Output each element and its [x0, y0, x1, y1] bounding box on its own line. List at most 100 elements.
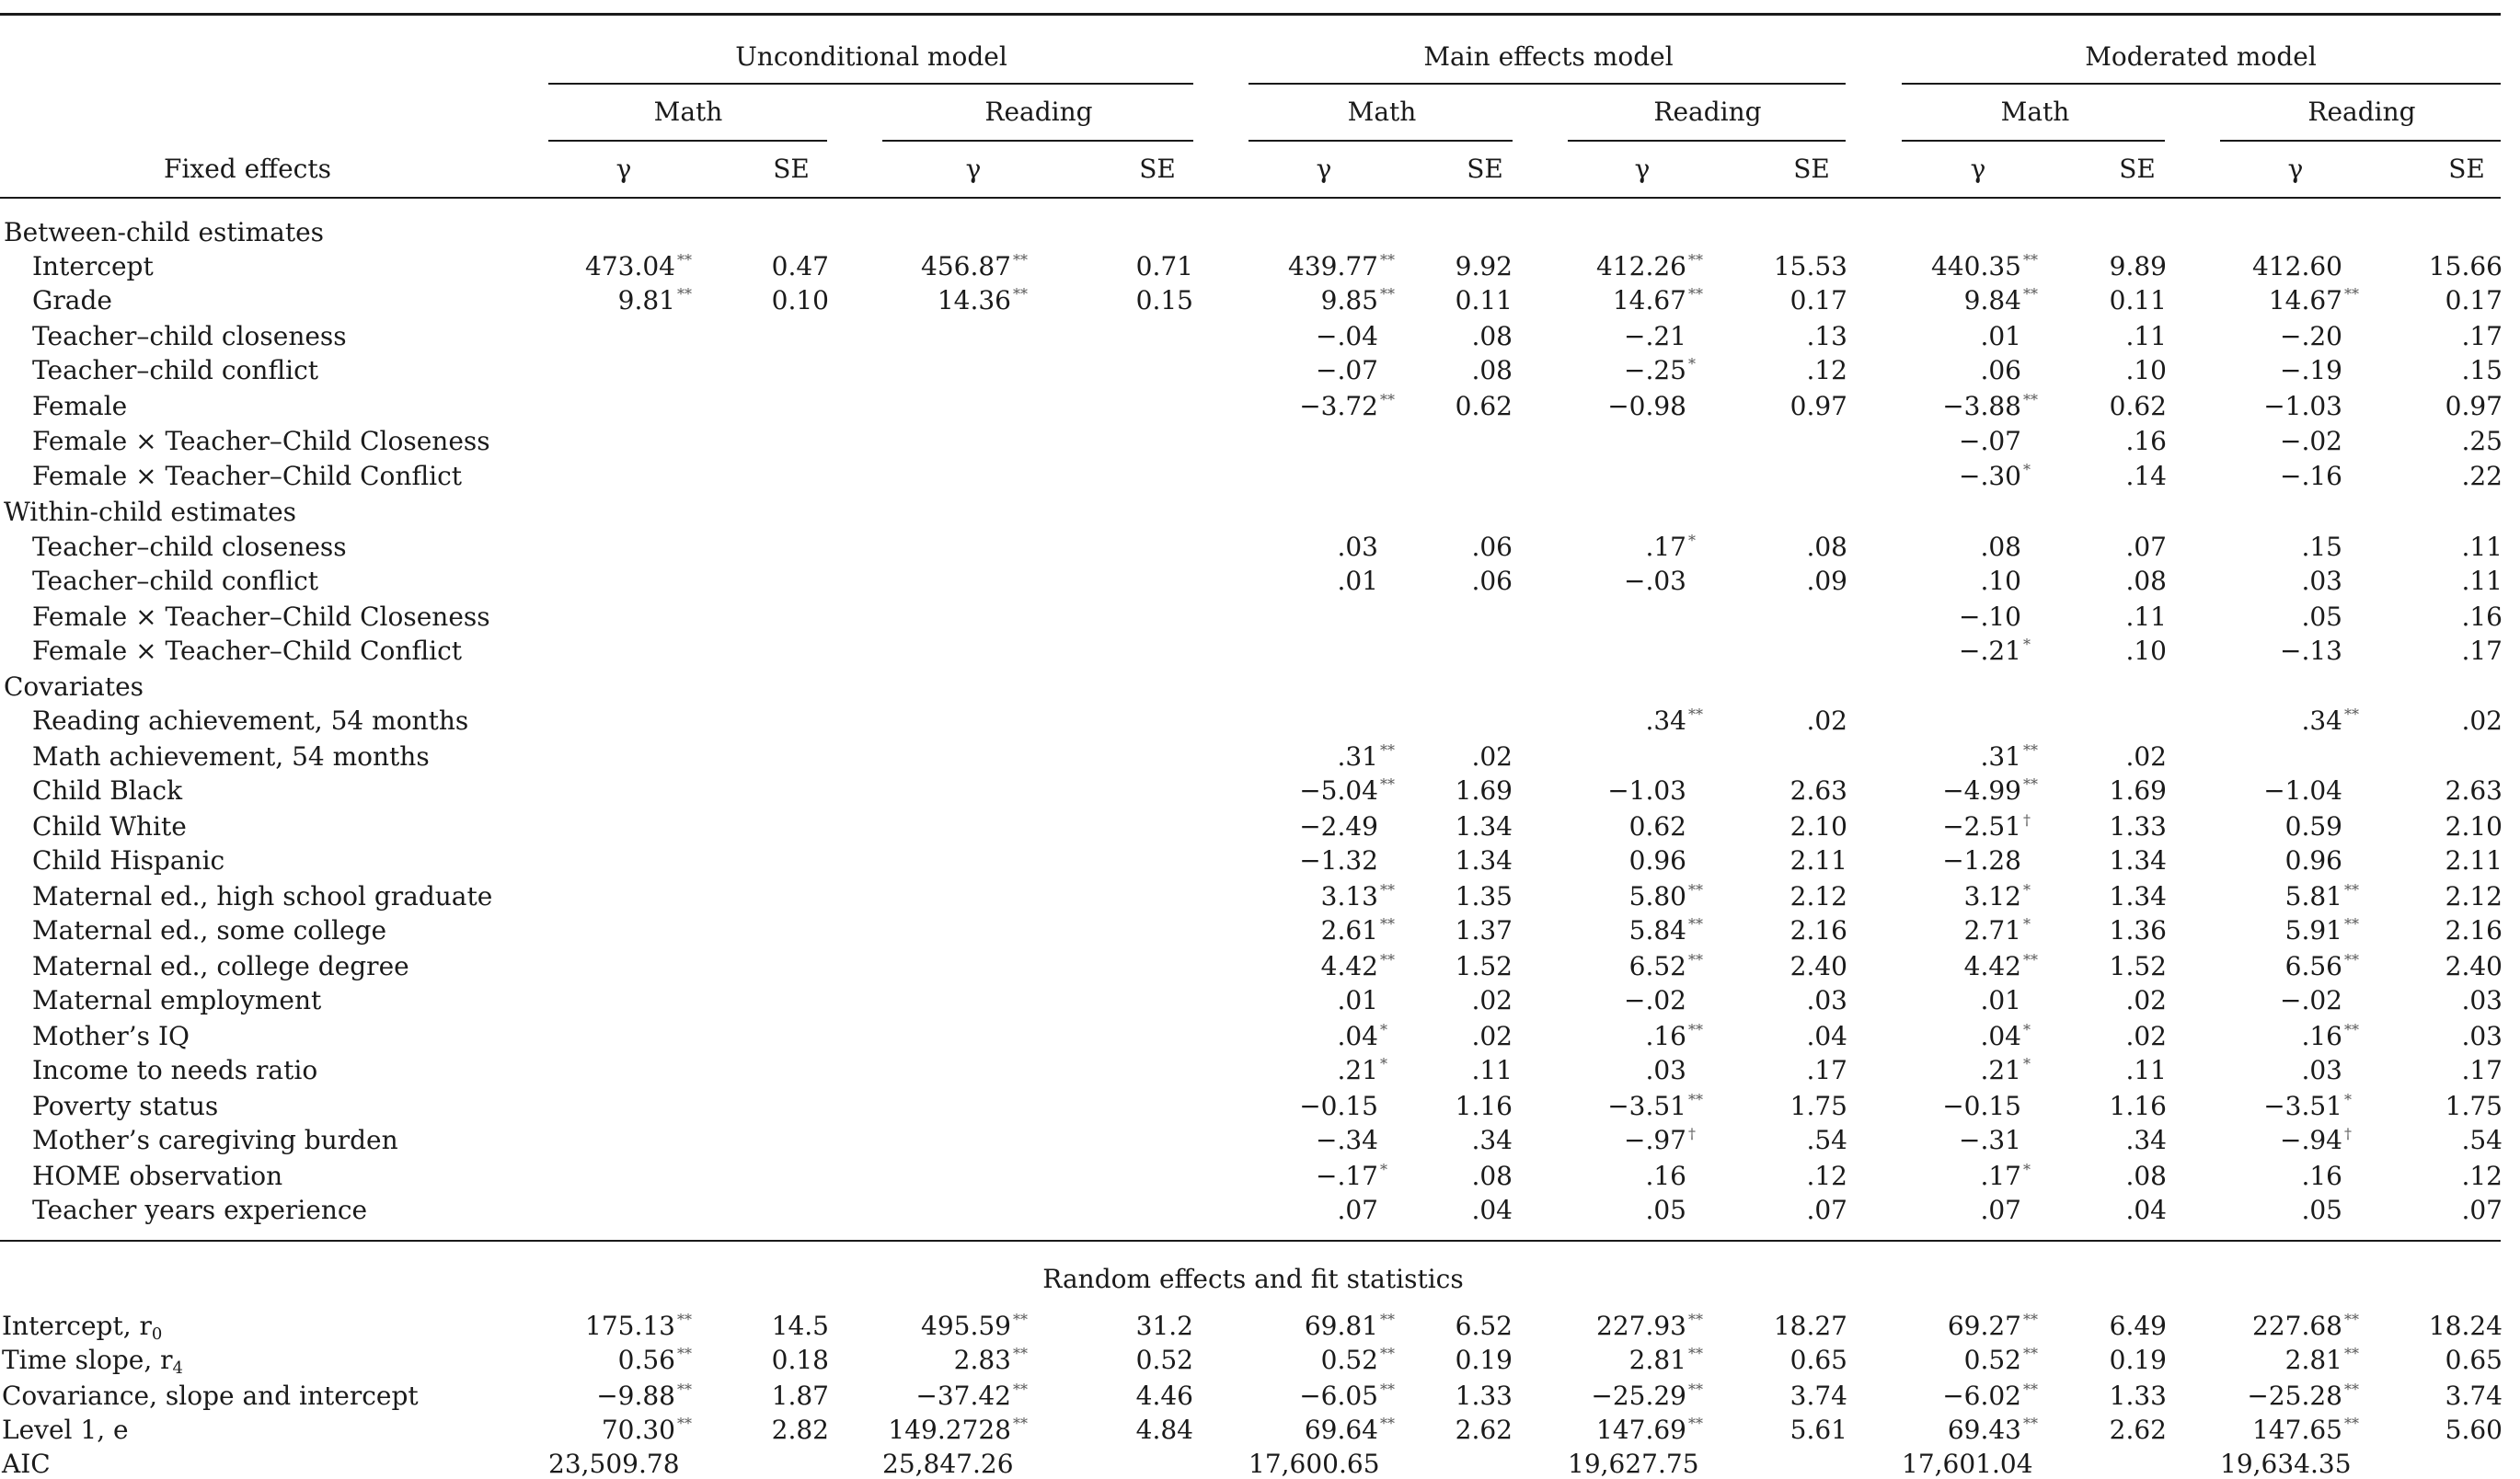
top-rule	[0, 13, 2501, 16]
aic-value: 17,600.65	[1248, 1449, 1380, 1479]
row-label: Teacher–child conflict	[32, 566, 319, 596]
gamma-header: γ	[616, 154, 632, 184]
se-value: 1.16	[2109, 1091, 2167, 1121]
se-value: 1.75	[1789, 1091, 1847, 1121]
gamma-value: .16 **	[2301, 1021, 2359, 1051]
se-value: 6.52	[1455, 1311, 1513, 1341]
gamma-value: −1.03	[2263, 391, 2342, 421]
row-label: Teacher–child closeness	[32, 532, 347, 562]
se-header: SE	[1139, 154, 1176, 184]
gamma-value: .34 **	[2301, 705, 2359, 736]
gamma-value: −.07	[1959, 426, 2021, 456]
gamma-value: 5.81 **	[2284, 881, 2359, 911]
se-value: .10	[2125, 355, 2167, 385]
se-header: SE	[1793, 154, 1830, 184]
se-header: SE	[773, 154, 810, 184]
se-value: 9.92	[1455, 251, 1513, 281]
gamma-value: 0.52 **	[1963, 1345, 2038, 1375]
subject-rule-2	[1248, 140, 1513, 142]
se-value: .02	[1471, 985, 1513, 1015]
gamma-value: 2.83 **	[953, 1345, 1028, 1375]
gamma-value: −37.42 **	[915, 1381, 1028, 1411]
row-label-header: Fixed effects	[164, 154, 331, 184]
se-value: .02	[2125, 985, 2167, 1015]
se-value: 15.53	[1773, 251, 1847, 281]
header-bottom-rule	[0, 197, 2501, 199]
se-value: 2.40	[1789, 951, 1847, 981]
se-value: .12	[1806, 1161, 1847, 1191]
se-value: 2.16	[2445, 915, 2503, 946]
se-value: .03	[2461, 1021, 2503, 1051]
row-label: Level 1, e	[2, 1415, 129, 1445]
gamma-value: 4.42 **	[1963, 951, 2038, 981]
se-value: .03	[2461, 985, 2503, 1015]
gamma-value: 2.81 **	[1628, 1345, 1703, 1375]
se-value: 2.10	[1789, 811, 1847, 842]
se-header: SE	[2448, 154, 2485, 184]
row-label: Time slope, r4	[2, 1345, 183, 1378]
se-value: 0.19	[1455, 1345, 1513, 1375]
gamma-value: 2.61 **	[1320, 915, 1395, 946]
gamma-value: .21 *	[1337, 1055, 1387, 1085]
se-header: SE	[2119, 154, 2156, 184]
row-label: Mother’s caregiving burden	[32, 1125, 398, 1155]
gamma-header: γ	[965, 154, 982, 184]
gamma-value: 2.81 **	[2284, 1345, 2359, 1375]
gamma-value: 473.04 **	[585, 251, 692, 281]
gamma-value: .16 **	[1645, 1021, 1703, 1051]
se-value: .06	[1471, 532, 1513, 562]
se-value: .54	[1806, 1125, 1847, 1155]
row-label: AIC	[2, 1449, 51, 1479]
gamma-value: .31 **	[1337, 741, 1395, 772]
se-value: 4.84	[1135, 1415, 1193, 1445]
group-rule-moderated	[1902, 83, 2501, 85]
gamma-value: −2.49	[1299, 811, 1378, 842]
aic-value: 19,634.35	[2220, 1449, 2352, 1479]
se-value: 2.40	[2445, 951, 2503, 981]
se-value: 15.66	[2428, 251, 2503, 281]
se-value: .54	[2461, 1125, 2503, 1155]
se-value: .08	[1471, 355, 1513, 385]
gamma-value: −.17 *	[1316, 1161, 1387, 1191]
gamma-value: −25.29 **	[1591, 1381, 1703, 1411]
se-value: .07	[2125, 532, 2167, 562]
gamma-value: −.25 *	[1624, 355, 1696, 385]
row-label: Covariance, slope and intercept	[2, 1381, 419, 1411]
se-value: .04	[1806, 1021, 1847, 1051]
se-value: 0.18	[771, 1345, 829, 1375]
se-value: .15	[2461, 355, 2503, 385]
gamma-value: 69.27 **	[1947, 1311, 2038, 1341]
se-value: 0.97	[1789, 391, 1847, 421]
gamma-value: −3.72 **	[1299, 391, 1395, 421]
gamma-value: .16	[2301, 1161, 2342, 1191]
gamma-value: 14.67 **	[1612, 285, 1703, 315]
se-value: 2.10	[2445, 811, 2503, 842]
gamma-value: 9.81 **	[617, 285, 692, 315]
se-value: 1.34	[2109, 881, 2167, 911]
gamma-value: 0.59	[2284, 811, 2342, 842]
gamma-value: 5.80 **	[1628, 881, 1703, 911]
se-value: .07	[1806, 1195, 1847, 1225]
se-value: .09	[1806, 566, 1847, 596]
se-value: .02	[2125, 1021, 2167, 1051]
se-value: 2.82	[771, 1415, 829, 1445]
se-value: .13	[1806, 321, 1847, 351]
gamma-value: .04 *	[1337, 1021, 1387, 1051]
row-label: Reading achievement, 54 months	[32, 705, 469, 736]
se-value: .16	[2125, 426, 2167, 456]
gamma-header: γ	[1634, 154, 1651, 184]
subject-rule-3	[1568, 140, 1846, 142]
se-value: .11	[1471, 1055, 1513, 1085]
se-value: .11	[2461, 566, 2503, 596]
row-label: Grade	[32, 285, 112, 315]
subject-rule-0	[548, 140, 827, 142]
se-value: 3.74	[1789, 1381, 1847, 1411]
gamma-value: .03	[2301, 1055, 2342, 1085]
se-value: 1.33	[2109, 1381, 2167, 1411]
row-label: Female × Teacher–Child Conflict	[32, 461, 463, 491]
se-value: 5.61	[1789, 1415, 1847, 1445]
gamma-value: .06	[1980, 355, 2021, 385]
gamma-value: −.21	[1624, 321, 1686, 351]
se-value: .08	[1471, 1161, 1513, 1191]
se-value: .08	[2125, 566, 2167, 596]
